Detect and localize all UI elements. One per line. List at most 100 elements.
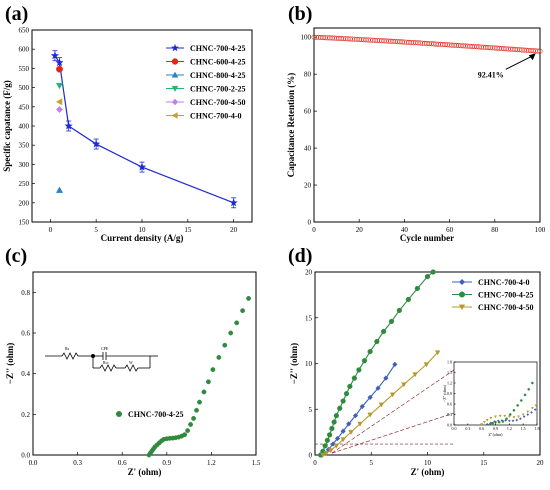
inset-series-chnc-700-4-50-point bbox=[521, 413, 525, 417]
warburg-element bbox=[124, 364, 139, 372]
circuit-label-rs: Rs bbox=[65, 346, 70, 351]
series-chnc-700-4-25-point bbox=[188, 422, 193, 427]
inset-series-chnc-700-4-50-point bbox=[534, 404, 538, 407]
series-chnc-600-4-25-point bbox=[56, 65, 63, 73]
panel-c-y-tick-label: 0.8 bbox=[21, 289, 30, 297]
panel-a-y-tick-label: 350 bbox=[19, 142, 30, 150]
panel-d-x-tick-label: 20 bbox=[537, 459, 545, 467]
inset-series-chnc-700-4-0-point bbox=[533, 408, 537, 411]
panel-d-y-tick-label: 0 bbox=[309, 452, 313, 460]
legend-chnc-800-4-25-label: CHNC-800-4-25 bbox=[190, 71, 246, 80]
panel-c-label: (c) bbox=[5, 245, 27, 267]
series-chnc-700-4-50-point bbox=[357, 421, 363, 427]
legend-chnc-800-4-25-marker bbox=[171, 71, 179, 78]
series-chnc-700-4-50-point bbox=[333, 443, 340, 449]
panel-d-inset: Z' (ohm) −Z'' (ohm) 0.0 0.3 0.6 0.9 1.2 1.5 1.… bbox=[442, 360, 540, 438]
inset-marks bbox=[480, 381, 538, 426]
series-chnc-700-4-25-point bbox=[424, 273, 431, 280]
inset-series-chnc-700-4-0-point bbox=[519, 417, 522, 421]
panel-a-x-axis-label: Current density (A/g) bbox=[101, 233, 184, 243]
legend-chnc-700-4-25-label: CHNC-700-4-25 bbox=[190, 44, 246, 53]
series-chnc-700-4-0-point bbox=[55, 98, 63, 106]
inset-series-chnc-700-4-25-point bbox=[494, 420, 497, 424]
inset-x-tick-label: 0.6 bbox=[479, 426, 484, 431]
inset-series-chnc-700-4-25-point bbox=[501, 420, 505, 423]
legend-marker-chnc-700-4-25 bbox=[116, 411, 122, 417]
legend-chnc-700-4-0-label: CHNC-700-4-0 bbox=[478, 278, 530, 287]
guide-line bbox=[331, 412, 455, 454]
panel-a-y-tick-label: 500 bbox=[19, 84, 30, 92]
panel-a-legend: CHNC-700-4-25 CHNC-600-4-25 CHNC-800-4-25 C… bbox=[166, 43, 246, 121]
series-chnc-800-4-25-point bbox=[55, 186, 64, 193]
inset-series-chnc-700-4-25-point bbox=[523, 393, 527, 397]
series-chnc-700-4-25-point bbox=[246, 296, 251, 301]
series-chnc-700-4-25-point bbox=[194, 407, 199, 413]
legend-chnc-700-2-25-marker bbox=[171, 85, 179, 92]
inset-y-tick-label: 1.5 bbox=[447, 370, 452, 375]
series-chnc-700-4-50-point bbox=[423, 362, 430, 368]
panel-b: (b) Cycle number Capacitance Retention (… bbox=[286, 3, 546, 243]
panel-d-ticks: 0 5 10 15 20 0 5 10 15 20 bbox=[305, 269, 544, 468]
series-chnc-700-4-50-point bbox=[401, 382, 407, 388]
inset-series-chnc-700-4-25-point bbox=[520, 399, 523, 402]
inset-y-axis-label: −Z'' (ohm) bbox=[442, 384, 447, 402]
series-chnc-700-4-50-point bbox=[389, 392, 396, 398]
panel-b-retention-annotation: 92.41% bbox=[478, 70, 504, 79]
inset-series-chnc-700-4-50-point bbox=[503, 414, 507, 418]
inset-series-chnc-700-4-25-point bbox=[512, 408, 516, 412]
panel-c-x-tick-label: 1.5 bbox=[252, 459, 261, 467]
inset-series-chnc-700-4-0-point bbox=[515, 418, 519, 422]
panel-c-y-tick-label: 0.6 bbox=[21, 330, 30, 338]
panel-c-x-tick-label: 0.3 bbox=[73, 459, 82, 467]
panel-b-label: (b) bbox=[288, 3, 312, 25]
inset-series-chnc-700-4-25-point bbox=[508, 413, 512, 416]
inset-ticks: 0.0 0.3 0.6 0.9 1.2 1.5 1.8 0.0 0.3 0.6 0.9 1.2 1.5 1… bbox=[447, 360, 540, 432]
panel-a-y-tick-label: 150 bbox=[19, 219, 30, 227]
series-chnc-700-4-25-point bbox=[367, 349, 373, 355]
inset-series-chnc-700-4-50-point bbox=[482, 421, 486, 424]
series-chnc-700-4-0-point bbox=[367, 394, 373, 401]
panel-b-x-tick-label: 100 bbox=[535, 226, 546, 234]
panel-d-y-tick-label: 15 bbox=[305, 314, 313, 322]
series-chnc-700-4-50-point bbox=[412, 372, 418, 378]
series-chnc-700-4-0-point bbox=[346, 421, 352, 427]
panel-b-x-tick-label: 0 bbox=[312, 226, 316, 234]
inset-y-tick-label: 1.2 bbox=[447, 381, 452, 386]
series-chnc-700-4-25-point bbox=[240, 308, 246, 314]
series-chnc-700-4-0-point bbox=[383, 375, 389, 381]
panel-b-y-tick-label: 40 bbox=[304, 145, 312, 153]
series-chnc-700-4-25-point bbox=[396, 307, 402, 314]
panel-d-y-tick-label: 20 bbox=[305, 269, 313, 277]
panel-b-y-tick-label: 80 bbox=[304, 71, 312, 79]
panel-d-label: (d) bbox=[288, 245, 312, 267]
panel-b-plot-frame bbox=[313, 27, 541, 223]
panel-c-y-tick-label: 0.0 bbox=[21, 452, 30, 460]
panel-a-x-tick-label: 10 bbox=[139, 226, 147, 234]
panel-a-x-tick-label: 0 bbox=[49, 226, 53, 234]
panel-d-y-tick-label: 5 bbox=[309, 406, 313, 414]
series-chnc-700-4-25-point bbox=[229, 198, 238, 207]
series-chnc-700-4-25-line bbox=[320, 271, 434, 456]
series-chnc-700-4-25-point bbox=[91, 139, 101, 148]
series-chnc-700-4-0-point bbox=[375, 385, 381, 391]
series-chnc-700-4-25-point bbox=[64, 121, 73, 130]
legend-chnc-700-2-25-label: CHNC-700-2-25 bbox=[190, 85, 246, 94]
series-chnc-700-4-25-point bbox=[197, 399, 202, 405]
inset-series-chnc-700-4-25-point bbox=[531, 381, 534, 385]
series-chnc-700-4-0-point bbox=[392, 361, 398, 368]
series-chnc-700-2-25-point bbox=[55, 82, 64, 90]
series-chnc-700-4-25-point bbox=[322, 443, 328, 449]
series-chnc-700-4-25-point bbox=[351, 375, 357, 381]
series-chnc-700-4-25-point bbox=[185, 428, 191, 433]
inset-series-chnc-700-4-0-point bbox=[511, 419, 515, 423]
panel-b-x-tick-label: 20 bbox=[356, 226, 364, 234]
circuit-label-rct: Rct bbox=[103, 360, 109, 365]
inset-y-tick-label: 0.3 bbox=[447, 412, 452, 417]
series-chnc-700-4-25-point bbox=[324, 437, 330, 443]
panel-a-y-tick-label: 450 bbox=[19, 103, 30, 111]
inset-series-chnc-700-4-25-point bbox=[497, 420, 501, 424]
inset-y-tick-label: 0.6 bbox=[447, 402, 452, 407]
legend-chnc-700-4-50-label: CHNC-700-4-50 bbox=[190, 98, 246, 107]
panel-b-y-tick-label: 100 bbox=[301, 34, 312, 42]
